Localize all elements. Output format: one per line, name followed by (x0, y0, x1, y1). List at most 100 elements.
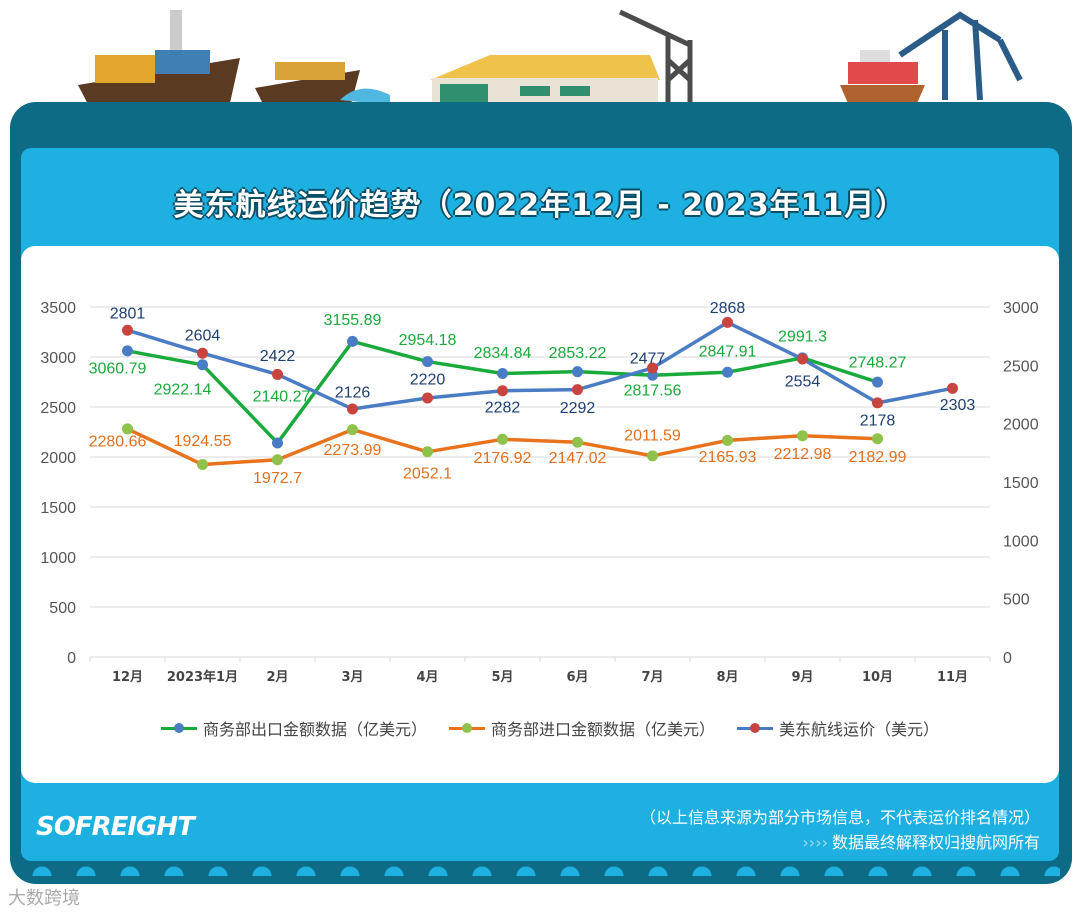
data-point (197, 459, 208, 471)
y-right-tick-label: 2500 (1003, 358, 1039, 375)
y-left-tick-label: 0 (67, 650, 76, 667)
y-right-tick-label: 1500 (1003, 475, 1039, 492)
data-point (422, 446, 433, 458)
data-label: 2554 (785, 374, 821, 391)
data-point (797, 430, 808, 442)
data-point (347, 403, 358, 415)
data-point (722, 366, 733, 378)
x-tick-label: 12月 (112, 670, 143, 685)
data-label: 2748.27 (849, 355, 907, 372)
data-label: 2834.84 (474, 345, 532, 362)
y-left-tick-label: 3500 (40, 300, 76, 317)
legend-marker (160, 722, 197, 733)
cargo-ship-small-icon (255, 62, 390, 108)
x-tick-label: 10月 (862, 670, 893, 685)
sofreight-logo: SOFREIGHT (36, 812, 195, 842)
y-right-tick-label: 1000 (1003, 533, 1039, 550)
data-point (872, 433, 883, 445)
y-right-tick-label: 0 (1003, 650, 1012, 667)
data-point (572, 436, 583, 448)
y-right-tick-label: 2000 (1003, 417, 1039, 434)
y-left-tick-label: 2500 (40, 400, 76, 417)
scallop-border (20, 862, 1060, 876)
data-label: 3060.79 (89, 360, 147, 377)
data-point (122, 345, 133, 357)
cargo-ship-icon (78, 10, 240, 110)
watermark: 大数跨境 (8, 888, 80, 909)
data-point (497, 433, 508, 445)
legend-label: 商务部出口金额数据（亿美元） (202, 720, 427, 739)
x-tick-label: 2月 (266, 670, 288, 685)
data-point (647, 362, 658, 374)
x-tick-label: 8月 (716, 670, 738, 685)
data-label: 2604 (185, 328, 221, 345)
arrows-icon: ›››› (802, 833, 828, 852)
rights-text: 数据最终解释权归搜航网所有 (831, 833, 1040, 852)
data-point (347, 424, 358, 436)
data-label: 2847.91 (699, 344, 757, 361)
x-tick-label: 5月 (491, 670, 513, 685)
data-label: 2165.93 (699, 449, 757, 466)
data-point (572, 366, 583, 378)
data-point (422, 356, 433, 368)
data-label: 2954.18 (399, 332, 457, 349)
y-left-tick-label: 500 (49, 600, 76, 617)
data-point (872, 376, 883, 388)
data-label: 2303 (940, 397, 976, 414)
data-label: 2282 (485, 399, 521, 416)
chart-card (21, 246, 1059, 783)
data-label: 1924.55 (174, 433, 232, 450)
x-tick-label: 9月 (791, 670, 813, 685)
data-label: 2991.3 (778, 328, 827, 345)
legend-item-freight[interactable]: 美东航线运价（美元） (737, 716, 939, 740)
legend-item-export[interactable]: 商务部出口金额数据（亿美元） (160, 716, 427, 740)
data-point (197, 347, 208, 359)
legend-label: 商务部进口金额数据（亿美元） (490, 720, 715, 739)
data-label: 2273.99 (324, 442, 382, 459)
data-label: 1972.7 (253, 470, 302, 487)
data-point (272, 454, 283, 466)
data-point (947, 382, 958, 394)
warehouse-icon (430, 55, 660, 104)
data-point (497, 368, 508, 380)
legend-marker (448, 722, 485, 733)
series-line-2 (126, 320, 953, 411)
data-label: 2220 (410, 372, 446, 389)
header-illustration (78, 9, 1023, 110)
y-right-tick-label: 500 (1003, 592, 1030, 609)
chart-title: 美东航线运价趋势（2022年12月 - 2023年11月） (173, 188, 907, 223)
data-label: 2853.22 (549, 345, 607, 362)
data-label: 2280.66 (89, 433, 147, 450)
port-crane-icon (618, 9, 693, 105)
x-tick-label: 2023年1月 (167, 669, 238, 685)
x-tick-label: 3月 (341, 670, 363, 685)
data-label: 2182.99 (849, 449, 907, 466)
data-label: 2422 (260, 348, 296, 365)
y-left-tick-label: 3000 (40, 350, 76, 367)
data-label: 2052.1 (403, 465, 452, 482)
data-label: 2477 (630, 351, 666, 368)
gantry-crane-icon (898, 11, 1023, 101)
data-label: 2178 (860, 412, 896, 429)
legend-label: 美东航线运价（美元） (779, 720, 940, 739)
x-tick-label: 4月 (416, 670, 438, 685)
data-point (797, 353, 808, 365)
data-label: 2212.98 (774, 446, 832, 463)
data-label: 2176.92 (474, 450, 532, 467)
data-point (572, 384, 583, 396)
y-left-tick-label: 1500 (40, 500, 76, 517)
data-label: 2922.14 (154, 381, 212, 398)
legend-item-import[interactable]: 商务部进口金额数据（亿美元） (448, 716, 715, 740)
x-tick-label: 7月 (641, 670, 663, 685)
data-point (497, 385, 508, 397)
data-label: 2011.59 (624, 427, 681, 444)
data-point (722, 316, 733, 328)
data-point (272, 368, 283, 380)
data-label: 2147.02 (549, 450, 607, 467)
x-tick-label: 11月 (937, 670, 968, 685)
data-point (722, 434, 733, 446)
data-point (122, 423, 133, 435)
data-label: 3155.89 (324, 312, 382, 329)
legend: 商务部出口金额数据（亿美元） 商务部进口金额数据（亿美元） 美东航线运价（美元） (100, 716, 1000, 740)
